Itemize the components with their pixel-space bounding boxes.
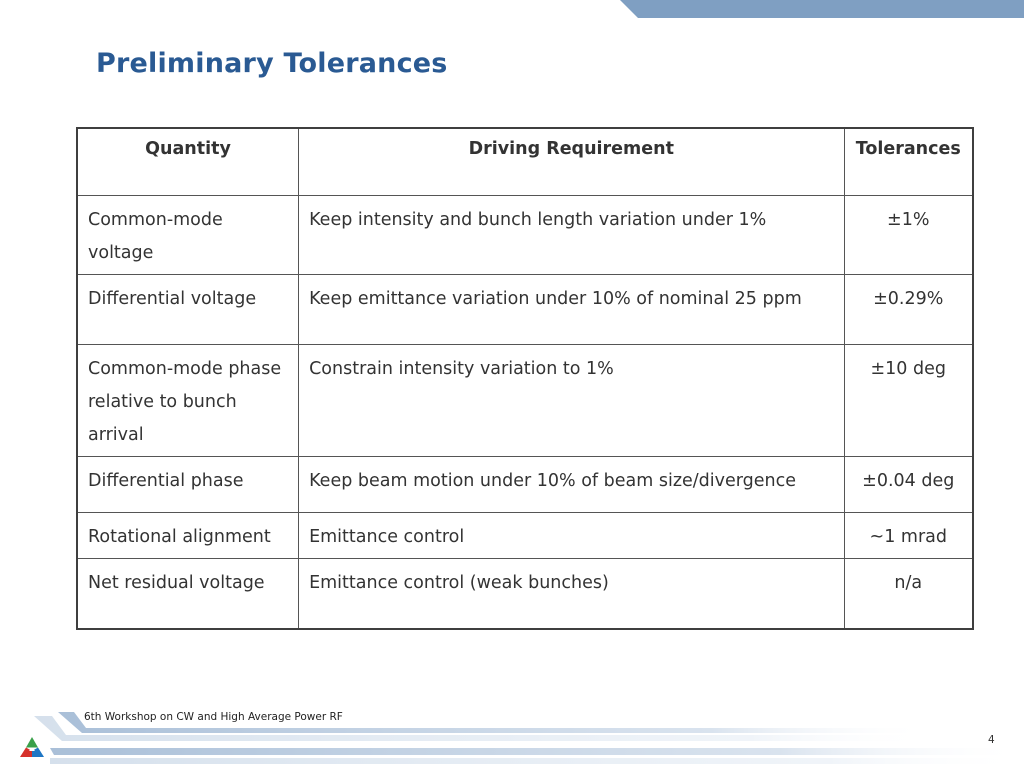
cell-tolerance: ±10 deg xyxy=(843,344,974,457)
table-row: Net residual voltage Emittance control (… xyxy=(76,558,974,629)
cell-tolerance: ±0.04 deg xyxy=(843,456,974,513)
cell-requirement: Emittance control (weak bunches) xyxy=(298,558,845,629)
table-header-row: Quantity Driving Requirement Tolerances xyxy=(76,127,974,196)
cell-requirement: Keep intensity and bunch length variatio… xyxy=(298,195,845,275)
table-row: Rotational alignment Emittance control ~… xyxy=(76,512,974,559)
page-number: 4 xyxy=(988,734,995,746)
top-accent-band xyxy=(620,0,1024,18)
slide-title: Preliminary Tolerances xyxy=(96,48,448,79)
table-row: Differential voltage Keep emittance vari… xyxy=(76,274,974,345)
cell-quantity: Net residual voltage xyxy=(76,558,300,629)
table-row: Differential phase Keep beam motion unde… xyxy=(76,456,974,513)
cell-quantity: Common-mode phase relative to bunch arri… xyxy=(76,344,300,457)
cell-quantity: Differential voltage xyxy=(76,274,300,345)
footer-workshop-text: 6th Workshop on CW and High Average Powe… xyxy=(84,711,343,723)
cell-tolerance: ±1% xyxy=(843,195,974,275)
table-row: Common-mode phase relative to bunch arri… xyxy=(76,344,974,457)
cell-quantity: Rotational alignment xyxy=(76,512,300,559)
header-driving-requirement: Driving Requirement xyxy=(298,127,845,196)
footer-swoosh-decoration xyxy=(34,712,1024,764)
header-quantity: Quantity xyxy=(76,127,300,196)
cell-requirement: Keep beam motion under 10% of beam size/… xyxy=(298,456,845,513)
cell-quantity: Differential phase xyxy=(76,456,300,513)
cell-tolerance: ~1 mrad xyxy=(843,512,974,559)
table-row: Common-mode voltage Keep intensity and b… xyxy=(76,195,974,275)
triangle-logo-icon xyxy=(20,736,44,757)
cell-requirement: Constrain intensity variation to 1% xyxy=(298,344,845,457)
cell-tolerance: ±0.29% xyxy=(843,274,974,345)
cell-quantity: Common-mode voltage xyxy=(76,195,300,275)
cell-requirement: Keep emittance variation under 10% of no… xyxy=(298,274,845,345)
cell-requirement: Emittance control xyxy=(298,512,845,559)
tolerances-table: Quantity Driving Requirement Tolerances … xyxy=(76,127,974,630)
cell-tolerance: n/a xyxy=(843,558,974,629)
header-tolerances: Tolerances xyxy=(843,127,974,196)
